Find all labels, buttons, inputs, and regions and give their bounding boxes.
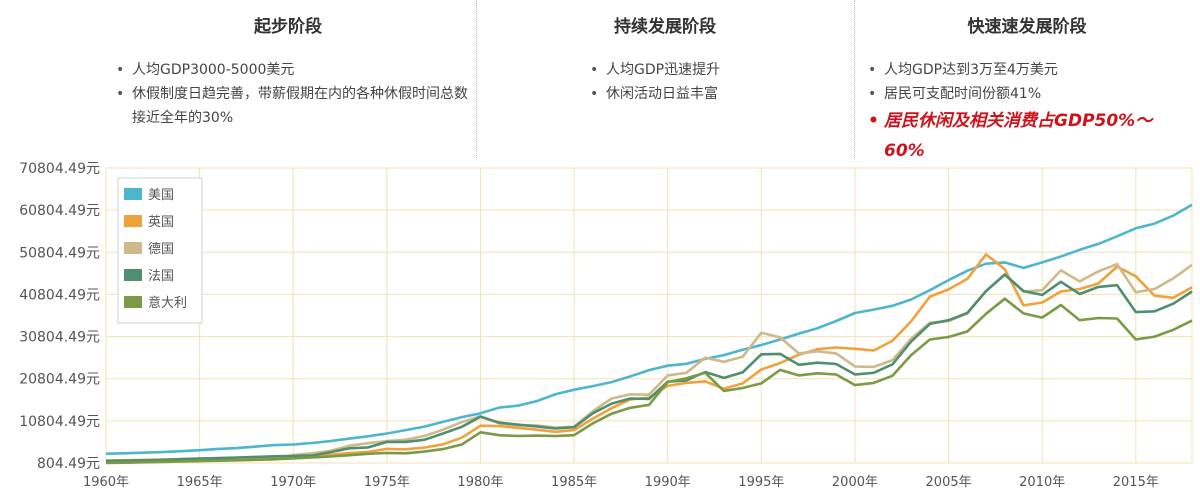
x-tick-label: 2010年	[1019, 475, 1065, 490]
stage-bullet: 居民可支配时间份额41%	[864, 82, 1164, 106]
x-tick-label: 1970年	[270, 475, 316, 490]
stage-divider	[854, 0, 855, 158]
x-tick-label: 2000年	[832, 475, 878, 490]
y-tick-label: 40804.49元	[19, 287, 100, 303]
y-tick-label: 50804.49元	[19, 245, 100, 261]
legend-label: 法国	[148, 269, 174, 284]
stage-panels: 起步阶段 人均GDP3000-5000美元 休假制度日趋完善，带薪假期在内的各种…	[100, 0, 1200, 161]
x-tick-label: 1990年	[645, 475, 691, 490]
stage-highlight: 居民休闲及相关消费占GDP50%～60%	[864, 106, 1164, 166]
x-tick-label: 2005年	[926, 475, 972, 490]
y-tick-label: 30804.49元	[19, 330, 100, 346]
legend-label: 德国	[148, 242, 174, 257]
y-tick-label: 20804.49元	[19, 372, 100, 388]
legend-label: 美国	[148, 188, 174, 203]
stage-bullets: 人均GDP迅速提升 休闲活动日益丰富	[586, 58, 846, 106]
stage-title: 起步阶段	[254, 17, 322, 37]
x-tick-label: 1995年	[738, 475, 784, 490]
stage-bullet: 人均GDP迅速提升	[586, 58, 846, 82]
stage-panel-start: 起步阶段 人均GDP3000-5000美元 休假制度日趋完善，带薪假期在内的各种…	[100, 0, 476, 158]
y-tick-label: 70804.49元	[19, 161, 100, 177]
plot-area	[105, 167, 1193, 464]
series-line-美国	[105, 203, 1193, 455]
legend-swatch	[124, 242, 142, 254]
x-tick-label: 1980年	[457, 475, 503, 490]
x-tick-label: 2015年	[1113, 475, 1159, 490]
stage-title: 快速速发展阶段	[967, 17, 1087, 37]
x-tick-label: 1960年	[83, 475, 129, 490]
stage-bullet: 人均GDP达到3万至4万美元	[864, 58, 1164, 82]
stage-title: 持续发展阶段	[614, 17, 716, 37]
x-tick-label: 1985年	[551, 475, 597, 490]
legend-swatch	[124, 215, 142, 227]
stage-panel-growth: 持续发展阶段 人均GDP迅速提升 休闲活动日益丰富	[476, 0, 854, 158]
legend-swatch	[124, 296, 142, 308]
series-line-法国	[105, 273, 1193, 463]
gdp-line-chart: 804.49元 10804.49元 20804.49元 30804.49元 40804.…	[19, 161, 1193, 490]
legend-label: 英国	[148, 215, 174, 230]
stage-bullet: 人均GDP3000-5000美元	[112, 58, 472, 82]
legend-label: 意大利	[148, 295, 187, 311]
stage-bullets: 人均GDP达到3万至4万美元 居民可支配时间份额41% 居民休闲及相关消费占GD…	[864, 58, 1164, 166]
x-tick-label: 1975年	[364, 475, 410, 490]
x-tick-label: 1965年	[177, 475, 223, 490]
series-line-意大利	[105, 297, 1193, 465]
y-tick-label: 804.49元	[37, 456, 100, 472]
legend-swatch	[124, 269, 142, 281]
stage-divider	[476, 0, 477, 158]
stage-bullet: 休假制度日趋完善，带薪假期在内的各种休假时间总数接近全年的30%	[112, 82, 472, 130]
stage-panel-fast: 快速速发展阶段 人均GDP达到3万至4万美元 居民可支配时间份额41% 居民休闲…	[854, 0, 1200, 161]
y-tick-label: 60804.49元	[19, 203, 100, 219]
stage-bullet: 休闲活动日益丰富	[586, 82, 846, 106]
legend-swatch	[124, 188, 142, 200]
y-tick-label: 10804.49元	[19, 414, 100, 430]
stage-bullets: 人均GDP3000-5000美元 休假制度日趋完善，带薪假期在内的各种休假时间总…	[112, 58, 472, 130]
